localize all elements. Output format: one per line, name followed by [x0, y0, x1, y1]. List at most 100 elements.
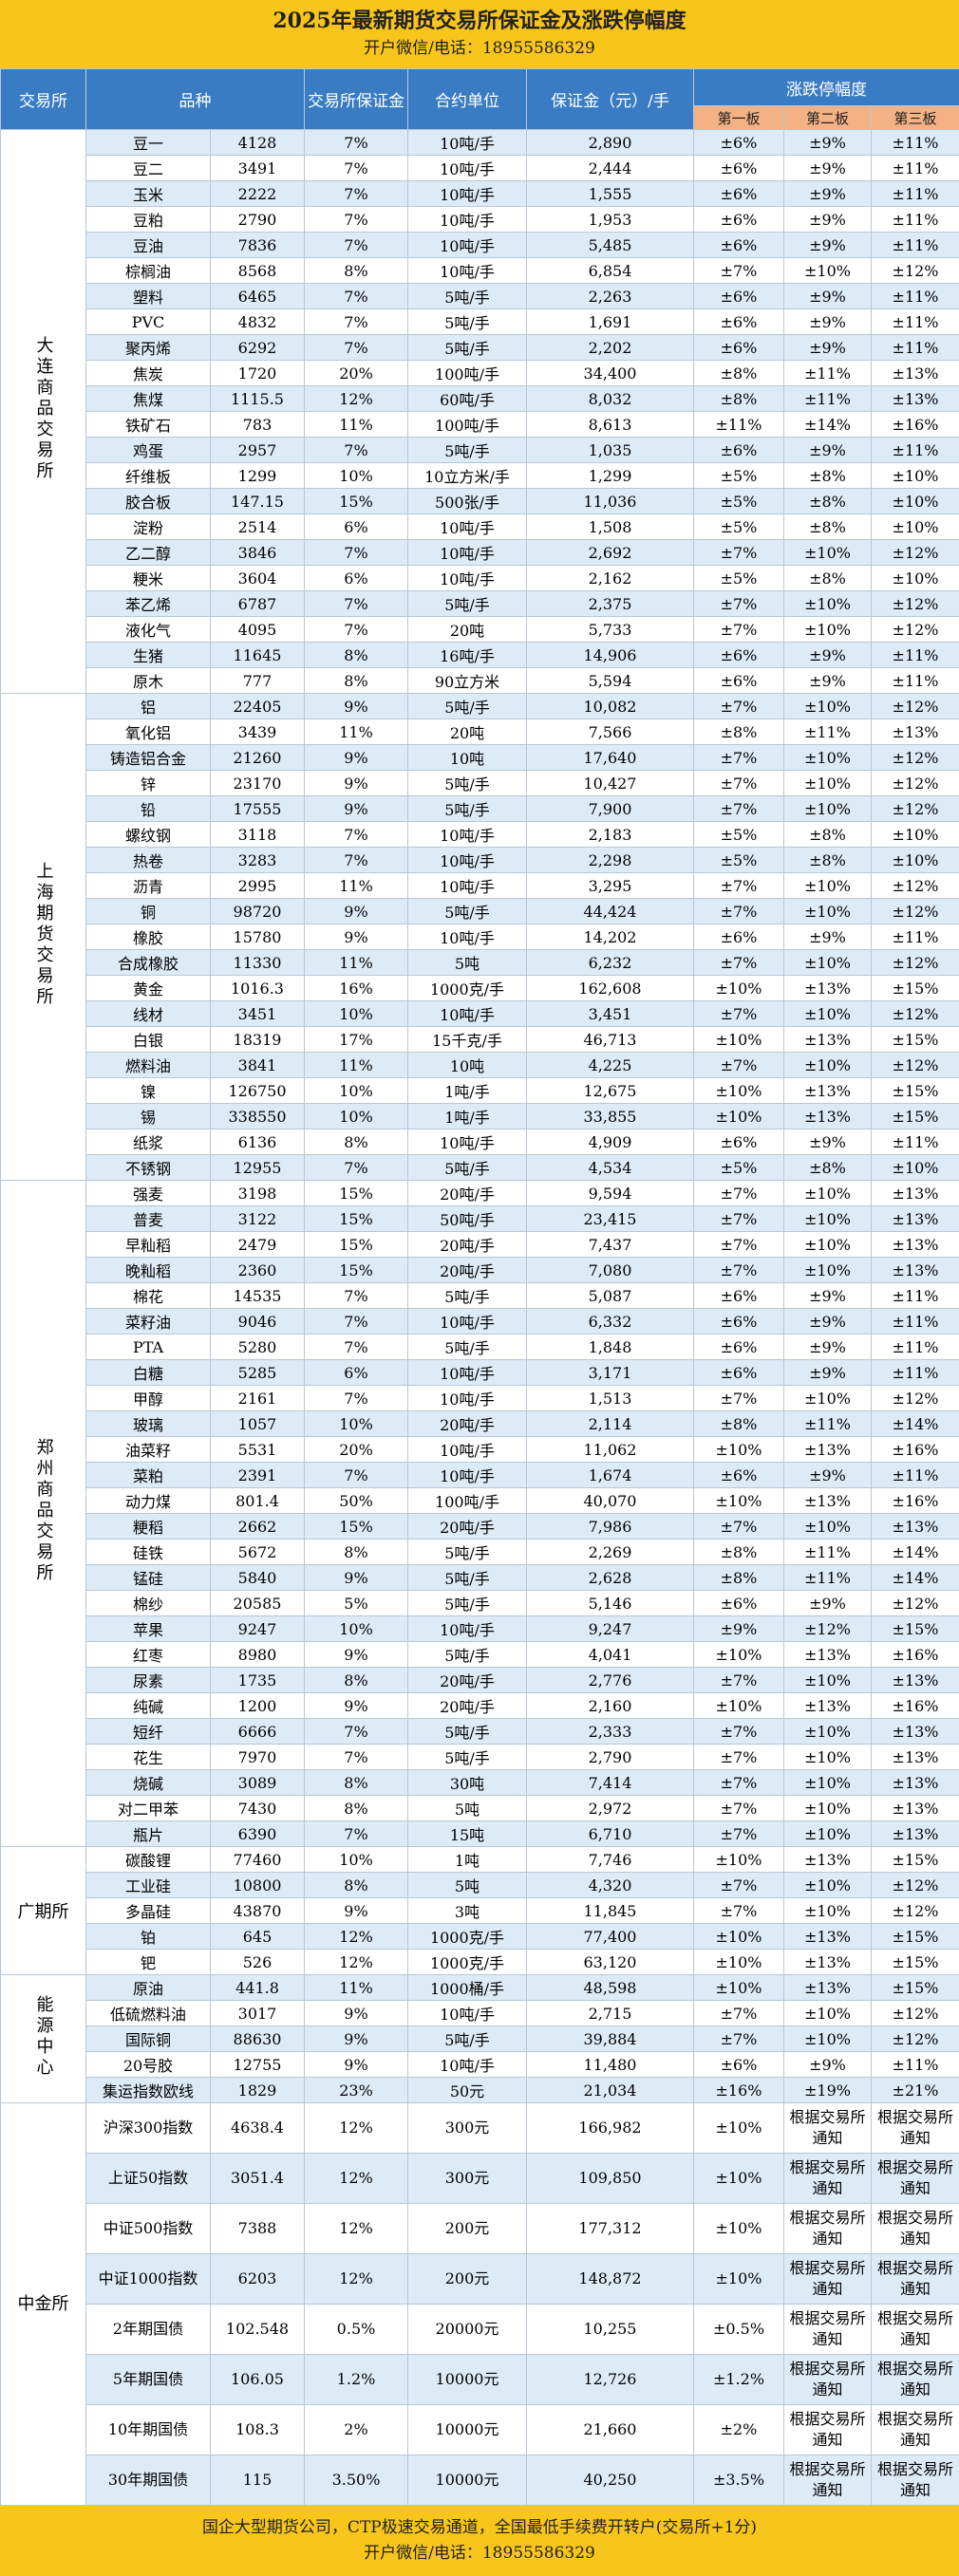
- cell: 98720: [210, 898, 305, 924]
- cell: ±6%: [693, 129, 784, 156]
- cell: 115: [210, 2455, 305, 2506]
- cell: 10,255: [526, 2304, 694, 2355]
- cell: 300元: [407, 2102, 527, 2154]
- cell: ±5%: [693, 847, 784, 873]
- cell: 3841: [210, 1052, 305, 1078]
- cell: 20吨/手: [407, 1513, 527, 1540]
- cell: ±7%: [693, 1718, 784, 1745]
- cell: 6136: [210, 1129, 305, 1155]
- cell: 5吨/手: [407, 1539, 527, 1565]
- exchange-cell: 大连商品交易所: [0, 129, 86, 694]
- cell: 6%: [304, 513, 408, 540]
- cell: ±7%: [693, 898, 784, 924]
- cell: ±11%: [870, 155, 959, 181]
- cell: 5531: [210, 1436, 305, 1463]
- cell: 硅铁: [85, 1539, 211, 1565]
- cell: ±10%: [783, 898, 872, 924]
- cell: ±12%: [870, 2025, 959, 2052]
- cell: 10800: [210, 1872, 305, 1898]
- cell: 9%: [304, 2025, 408, 2052]
- cell: 1吨/手: [407, 1103, 527, 1129]
- cell: ±15%: [870, 1026, 959, 1053]
- table-row: 2年期国债 102.548 0.5% 20000元 10,255 ±0.5% 根据交易所通知…: [1, 2304, 959, 2355]
- cell: 7%: [304, 155, 408, 181]
- cell: ±7%: [693, 795, 784, 822]
- table-row: 纯碱 1200 9% 20吨/手 2,160 ±10% ±13% ±16%: [1, 1692, 959, 1719]
- table-row: 锡 338550 10% 1吨/手 33,855 ±10% ±13% ±15%: [1, 1103, 959, 1129]
- cell: 10%: [304, 462, 408, 489]
- cell: ±12%: [870, 1872, 959, 1898]
- cell: ±5%: [693, 821, 784, 848]
- cell: ±6%: [693, 1334, 784, 1360]
- cell: ±11%: [870, 308, 959, 335]
- cell: ±10%: [693, 1692, 784, 1719]
- cell: 11%: [304, 949, 408, 976]
- cell: ±2%: [693, 2404, 784, 2455]
- table-row: 聚丙烯 6292 7% 5吨/手 2,202 ±6% ±9% ±11%: [1, 334, 959, 361]
- cell: 12%: [304, 2203, 408, 2254]
- cell: 白糖: [85, 1359, 211, 1386]
- cell: 20585: [210, 1590, 305, 1616]
- cell: ±13%: [783, 1949, 872, 1975]
- table-row: 甲醇 2161 7% 10吨/手 1,513 ±7% ±10% ±12%: [1, 1385, 959, 1411]
- cell: 5%: [304, 1590, 408, 1616]
- cell: ±13%: [870, 1718, 959, 1745]
- cell: 7388: [210, 2203, 305, 2254]
- cell: 10%: [304, 1410, 408, 1437]
- cell: 10000元: [407, 2455, 527, 2506]
- cell: ±11%: [783, 1564, 872, 1591]
- cell: 20吨/手: [407, 1257, 527, 1283]
- cell: ±10%: [870, 565, 959, 591]
- cell: 铜: [85, 898, 211, 924]
- cell: 乙二醇: [85, 539, 211, 566]
- cell: ±13%: [783, 1974, 872, 2001]
- cell: ±12%: [870, 1590, 959, 1616]
- cell: ±11%: [870, 667, 959, 694]
- cell: 11,480: [526, 2051, 694, 2078]
- cell: 10年期国债: [85, 2404, 211, 2455]
- cell: 1吨: [407, 1846, 527, 1873]
- cell: 1115.5: [210, 385, 305, 412]
- cell: ±3.5%: [693, 2455, 784, 2506]
- cell: ±11%: [870, 642, 959, 668]
- header: 涨跌停幅度: [692, 68, 959, 106]
- cell: 2,162: [526, 565, 694, 591]
- cell: ±9%: [783, 1308, 872, 1335]
- cell: ±9%: [783, 1282, 872, 1309]
- cell: 100吨/手: [407, 411, 527, 438]
- cell: 棉纱: [85, 1590, 211, 1616]
- cell: ±10%: [783, 1257, 872, 1283]
- cell: 2%: [304, 2404, 408, 2455]
- table-row: 多晶硅 43870 9% 3吨 11,845 ±7% ±10% ±12%: [1, 1897, 959, 1924]
- cell: ±10%: [783, 744, 872, 771]
- cell: ±7%: [693, 1231, 784, 1258]
- table-row: 花生 7970 7% 5吨/手 2,790 ±7% ±10% ±13%: [1, 1744, 959, 1770]
- cell: ±13%: [783, 1026, 872, 1053]
- cell: 普麦: [85, 1205, 211, 1232]
- table-row: 钯 526 12% 1000克/手 63,120 ±10% ±13% ±15%: [1, 1949, 959, 1975]
- cell: 9%: [304, 1564, 408, 1591]
- cell: 20%: [304, 1436, 408, 1463]
- cell: 液化气: [85, 616, 211, 643]
- cell: 126750: [210, 1077, 305, 1104]
- cell: 50%: [304, 1487, 408, 1514]
- cell: ±14%: [783, 411, 872, 438]
- cell: ±12%: [870, 2000, 959, 2026]
- cell: ±10%: [693, 1487, 784, 1514]
- cell: 15千克/手: [407, 1026, 527, 1053]
- cell: 14,202: [526, 924, 694, 950]
- cell: 102.548: [210, 2304, 305, 2355]
- cell: 11%: [304, 411, 408, 438]
- cell: 2479: [210, 1231, 305, 1258]
- cell: ±13%: [870, 1205, 959, 1232]
- cell: 8,032: [526, 385, 694, 412]
- cell: 7,900: [526, 795, 694, 822]
- cell: 20吨/手: [407, 1692, 527, 1719]
- cell: 7430: [210, 1795, 305, 1821]
- cell: ±15%: [870, 1923, 959, 1950]
- cell: 15%: [304, 1180, 408, 1206]
- cell: 8%: [304, 1872, 408, 1898]
- cell: 10,082: [526, 693, 694, 719]
- cell: 低硫燃料油: [85, 2000, 211, 2026]
- cell: 白银: [85, 1026, 211, 1053]
